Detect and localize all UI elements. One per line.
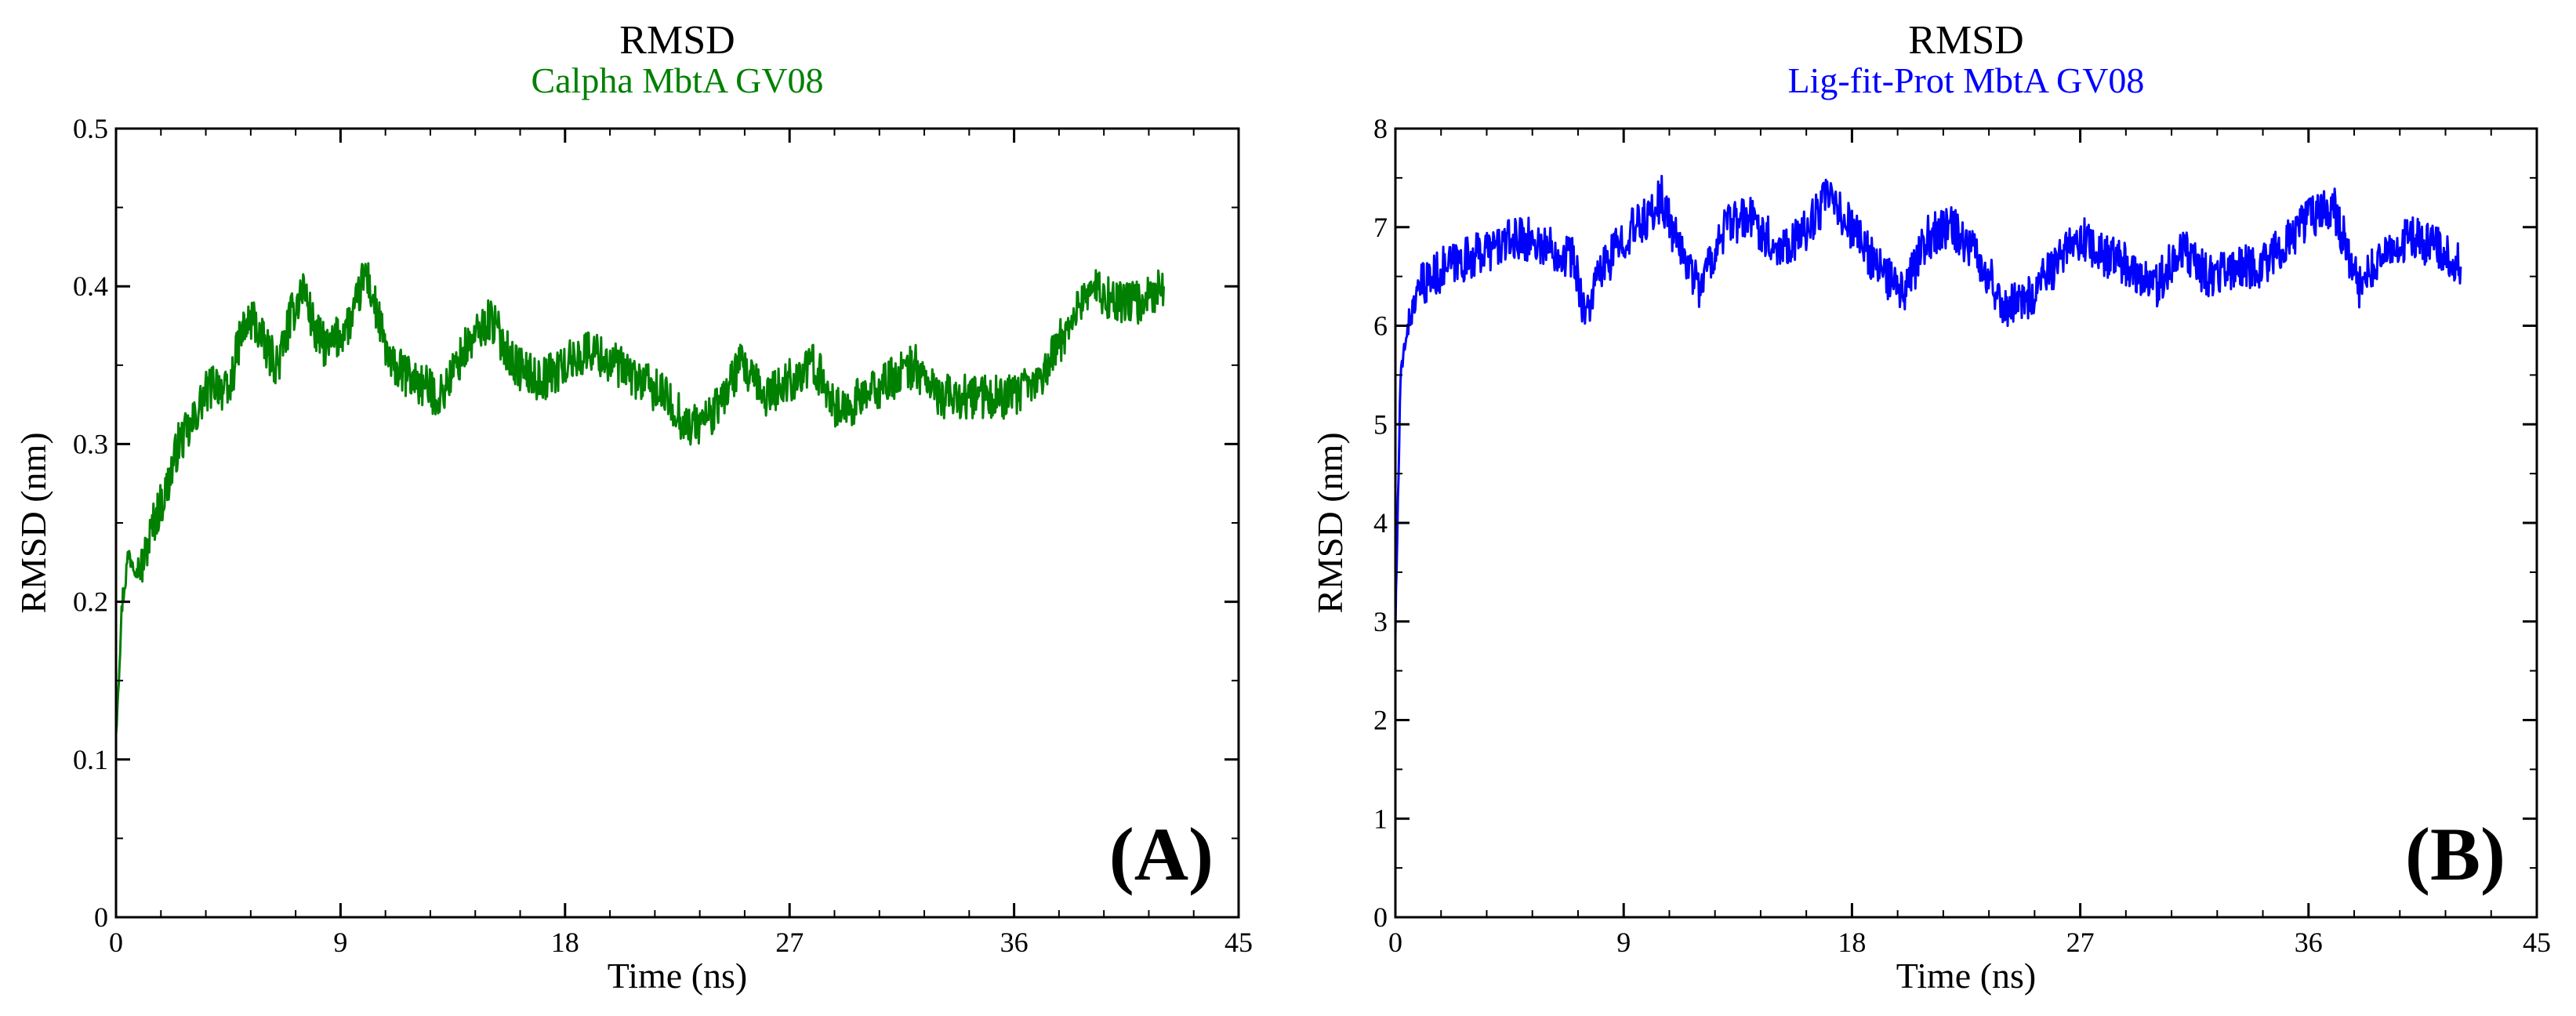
x-tick-label: 45 xyxy=(2523,927,2551,958)
y-tick-label: 6 xyxy=(1373,310,1388,342)
plot-frame xyxy=(114,127,1240,919)
axis-ticks: 0 9 18 27 36 45 0 0.1 0.2 0.3 0.4 0.5 xyxy=(73,113,1253,958)
y-tick-label: 0 xyxy=(1373,902,1388,933)
chart-title: RMSD xyxy=(1908,18,2023,63)
chart-subtitle: Lig-fit-Prot MbtA GV08 xyxy=(1788,60,2145,100)
y-axis-title: RMSD (nm) xyxy=(1310,432,1350,613)
x-axis-title: Time (ns) xyxy=(608,956,748,996)
x-axis-title: Time (ns) xyxy=(1896,956,2037,996)
x-tick-label: 9 xyxy=(1616,927,1631,958)
chart-title: RMSD xyxy=(619,18,735,63)
x-tick-label: 36 xyxy=(1000,927,1029,958)
x-tick-label: 0 xyxy=(1388,927,1402,958)
y-tick-label: 2 xyxy=(1373,705,1388,736)
panel-label: (A) xyxy=(1109,812,1214,896)
y-tick-label: 0 xyxy=(94,902,108,933)
x-tick-label: 0 xyxy=(109,927,123,958)
x-tick-label: 27 xyxy=(2066,927,2095,958)
series-line xyxy=(1394,175,2462,637)
y-tick-label: 0.1 xyxy=(73,744,108,775)
y-tick-label: 0.5 xyxy=(73,113,108,144)
y-tick-label: 3 xyxy=(1373,606,1388,637)
x-tick-label: 18 xyxy=(1838,927,1866,958)
plot-marks xyxy=(1394,175,2462,637)
x-tick-label: 18 xyxy=(551,927,579,958)
x-tick-label: 27 xyxy=(775,927,804,958)
y-tick-label: 7 xyxy=(1373,212,1388,243)
chart-panel-a: RMSD Calpha MbtA GV08 0 9 18 27 36 4500.10.20… xyxy=(13,18,1253,996)
y-tick-label: 0.3 xyxy=(73,428,108,459)
y-axis-title: RMSD (nm) xyxy=(13,432,53,613)
y-tick-label: 0.4 xyxy=(73,270,108,302)
y-tick-label: 8 xyxy=(1373,113,1388,144)
y-tick-label: 1 xyxy=(1373,803,1388,834)
chart-panel-b: RMSD Lig-fit-Prot MbtA GV08 0 9 18 27 36 4501… xyxy=(1310,18,2551,996)
series-line xyxy=(114,262,1165,735)
y-tick-label: 5 xyxy=(1373,408,1388,440)
y-tick-label: 0.2 xyxy=(73,586,108,618)
chart-subtitle: Calpha MbtA GV08 xyxy=(531,60,823,100)
x-tick-label: 9 xyxy=(333,927,347,958)
x-tick-label: 45 xyxy=(1225,927,1253,958)
y-tick-label: 4 xyxy=(1373,507,1388,539)
panel-label: (B) xyxy=(2405,812,2505,896)
plot-marks xyxy=(114,262,1165,735)
x-tick-label: 36 xyxy=(2295,927,2323,958)
